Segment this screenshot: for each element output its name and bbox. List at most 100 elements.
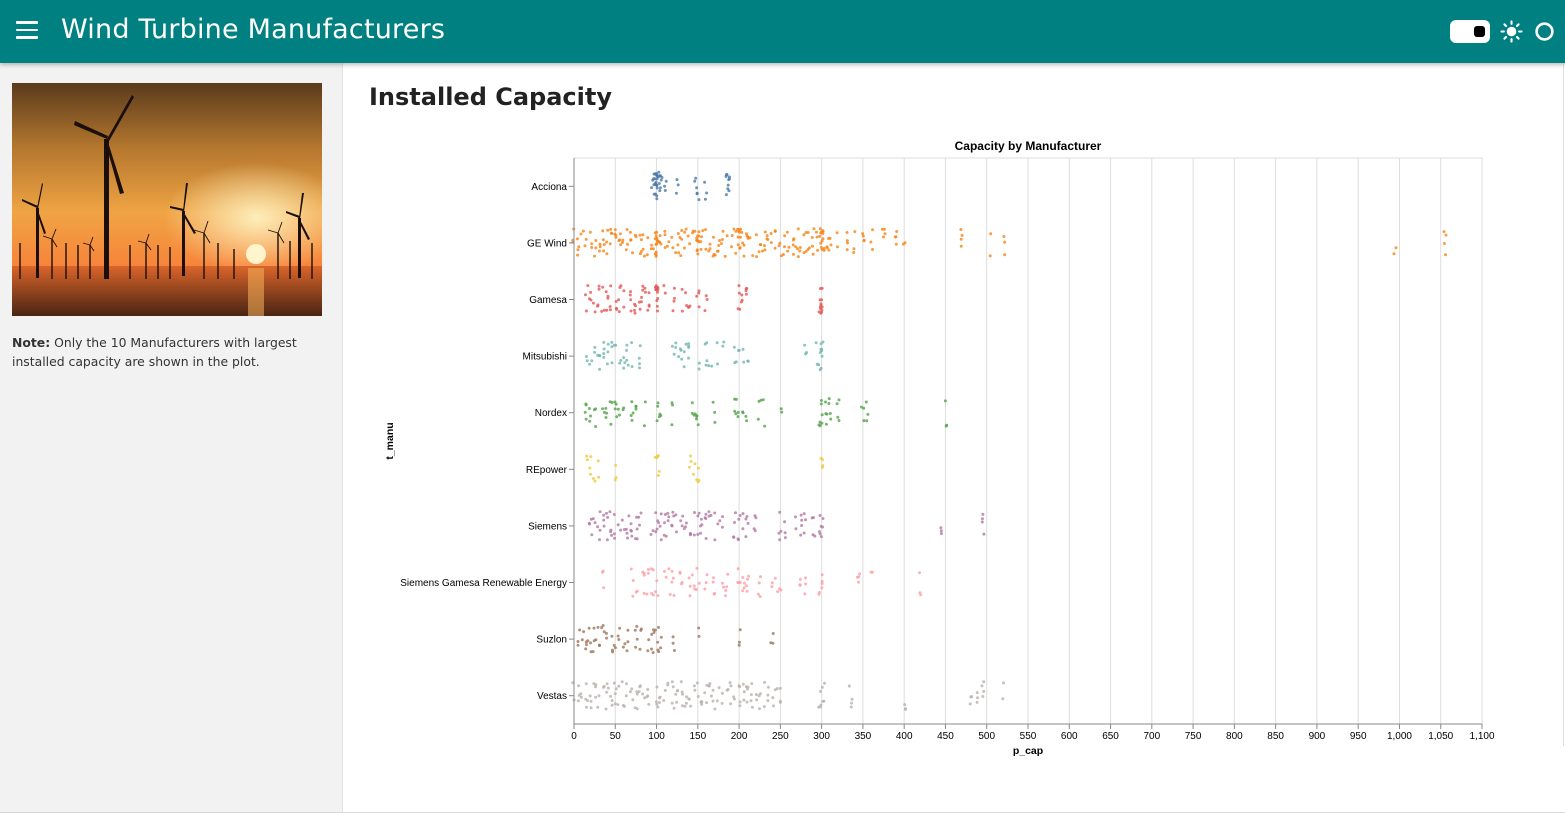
theme-toggle[interactable] (1450, 20, 1490, 43)
data-point (587, 407, 591, 410)
x-tick-label: 100 (648, 731, 665, 742)
data-point (717, 686, 721, 690)
data-point (594, 683, 598, 687)
data-point (600, 309, 604, 313)
data-point (638, 233, 642, 237)
data-point (602, 340, 606, 344)
data-point (771, 641, 775, 645)
data-point (589, 455, 593, 459)
data-point (672, 594, 676, 597)
data-point (664, 534, 668, 538)
data-point (763, 680, 766, 684)
data-point (596, 705, 600, 709)
data-point (605, 636, 609, 640)
data-point (676, 232, 680, 235)
data-point (588, 230, 592, 234)
data-point (811, 244, 814, 248)
data-point (618, 361, 622, 365)
data-point (699, 247, 703, 251)
data-point (623, 642, 627, 646)
data-point (589, 290, 593, 294)
circle-icon[interactable] (1534, 21, 1555, 42)
data-point (667, 515, 671, 519)
data-point (692, 533, 696, 537)
data-point (824, 422, 828, 426)
data-point (783, 245, 786, 249)
data-point (741, 512, 745, 516)
data-point (613, 400, 617, 404)
data-point (642, 591, 646, 595)
data-point (820, 421, 824, 425)
data-point (625, 358, 629, 362)
data-point (601, 285, 605, 289)
chart-title: Capacity by Manufacturer (955, 139, 1102, 153)
data-point (641, 692, 645, 696)
data-point (577, 245, 581, 249)
data-point (786, 249, 790, 253)
data-point (602, 513, 606, 517)
data-point (718, 519, 722, 523)
data-point (613, 407, 617, 411)
data-point (804, 249, 808, 253)
data-point (653, 231, 657, 235)
data-point (626, 536, 629, 540)
data-point (819, 342, 823, 346)
data-point (852, 251, 856, 254)
data-point (746, 687, 749, 691)
data-point (662, 284, 666, 287)
data-point (770, 585, 774, 589)
data-point (641, 284, 645, 288)
main-content: Installed Capacity 0 50 100 150 200 250 300 350… (344, 63, 1565, 812)
data-point (708, 247, 712, 251)
data-point (712, 576, 715, 580)
data-point (583, 410, 587, 414)
data-point (697, 466, 700, 470)
hamburger-menu-icon[interactable] (16, 21, 38, 39)
data-point (656, 174, 660, 178)
data-point (576, 643, 580, 647)
data-point (655, 579, 659, 583)
data-point (593, 521, 597, 525)
data-point (683, 230, 687, 234)
data-point (617, 638, 621, 641)
data-point (655, 197, 659, 201)
data-point (598, 510, 602, 514)
data-point (646, 236, 650, 240)
data-point (804, 231, 808, 234)
data-point (638, 307, 642, 311)
data-point (628, 293, 632, 297)
page-title: Installed Capacity (369, 83, 612, 111)
data-point (608, 400, 612, 404)
data-point (716, 249, 719, 253)
data-point (711, 400, 715, 404)
data-point (638, 252, 642, 256)
data-point (744, 289, 748, 293)
data-point (798, 577, 802, 581)
data-point (649, 247, 653, 251)
data-point (742, 698, 746, 702)
data-point (707, 684, 711, 688)
data-point (736, 537, 740, 541)
data-point (778, 538, 782, 542)
data-point (982, 532, 986, 536)
data-point (705, 683, 709, 687)
data-point (680, 357, 684, 361)
data-point (602, 347, 606, 351)
data-point (598, 242, 602, 246)
data-point (584, 293, 587, 297)
data-point (894, 235, 898, 239)
data-point (622, 305, 626, 309)
x-tick-label: 250 (772, 731, 789, 742)
data-point (658, 524, 662, 528)
data-point (610, 699, 614, 703)
data-point (602, 308, 606, 312)
data-point (655, 194, 659, 198)
data-point (656, 309, 659, 313)
data-point (778, 686, 782, 690)
data-point (713, 511, 717, 515)
sun-icon[interactable] (1500, 20, 1523, 43)
data-point (1392, 252, 1396, 256)
data-point (716, 522, 720, 526)
data-point (584, 417, 588, 421)
data-point (656, 404, 660, 408)
